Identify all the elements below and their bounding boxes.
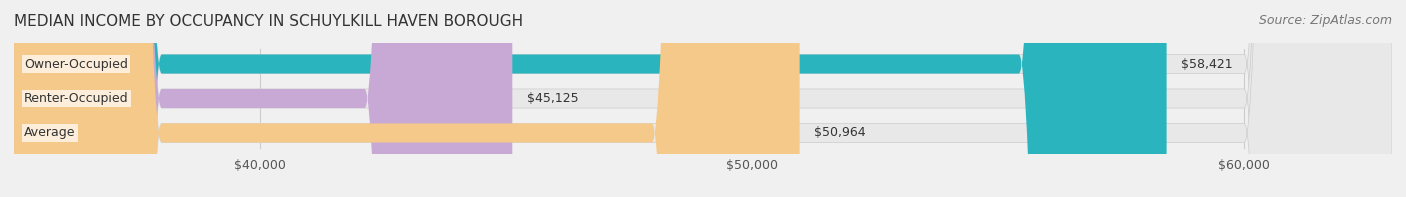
FancyBboxPatch shape bbox=[14, 0, 1392, 197]
FancyBboxPatch shape bbox=[14, 0, 800, 197]
FancyBboxPatch shape bbox=[14, 0, 1392, 197]
FancyBboxPatch shape bbox=[14, 0, 1392, 197]
FancyBboxPatch shape bbox=[14, 0, 512, 197]
Text: Average: Average bbox=[24, 126, 76, 139]
Text: $45,125: $45,125 bbox=[527, 92, 579, 105]
Text: $58,421: $58,421 bbox=[1181, 58, 1233, 71]
Text: Renter-Occupied: Renter-Occupied bbox=[24, 92, 128, 105]
Text: Source: ZipAtlas.com: Source: ZipAtlas.com bbox=[1258, 14, 1392, 27]
Text: Owner-Occupied: Owner-Occupied bbox=[24, 58, 128, 71]
FancyBboxPatch shape bbox=[14, 0, 1167, 197]
Text: $50,964: $50,964 bbox=[814, 126, 866, 139]
Text: MEDIAN INCOME BY OCCUPANCY IN SCHUYLKILL HAVEN BOROUGH: MEDIAN INCOME BY OCCUPANCY IN SCHUYLKILL… bbox=[14, 14, 523, 29]
